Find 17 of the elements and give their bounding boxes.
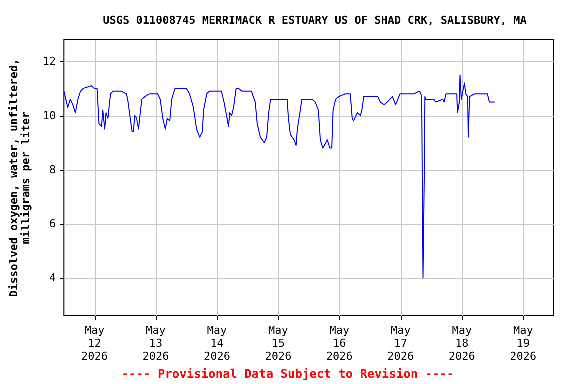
y-tick-label: 10 (42, 109, 56, 122)
y-tick-label: 8 (50, 163, 56, 176)
x-tick-label: May 14 2026 (204, 324, 230, 363)
x-tick-label: May 15 2026 (265, 324, 292, 363)
y-tick-label: 12 (42, 55, 56, 68)
x-tick-label: May 18 2026 (448, 324, 476, 363)
x-tick-label: May 13 2026 (142, 324, 170, 363)
y-tick-label: 6 (50, 218, 56, 230)
y-axis-title: Dissolved oxygen, water, unfiltered, milligrams per liter (8, 58, 32, 298)
x-tick-label: May 12 2026 (82, 324, 108, 363)
x-tick-label: May 16 2026 (326, 324, 353, 363)
text: ---- Provisional Data Subject to Revision ---- (122, 367, 454, 381)
chart-title: USGS 011008745 MERRIMACK R ESTUARY US OF SHAD CRK, SALISBURY, MA (103, 14, 528, 27)
x-tick-label: May 19 2026 (510, 324, 537, 363)
line-series (64, 74, 496, 279)
y-tick-label: 4 (50, 272, 57, 285)
x-tick-label: May 17 2026 (388, 324, 414, 363)
